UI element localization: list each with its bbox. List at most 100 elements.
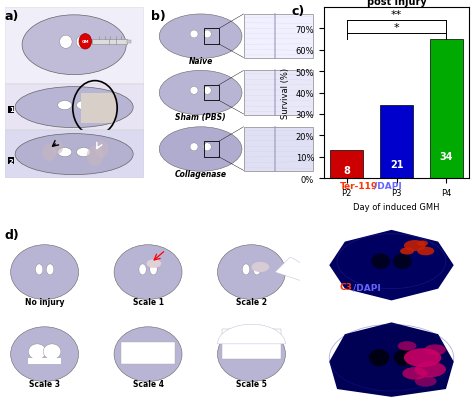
Bar <box>204 30 219 45</box>
Text: f): f) <box>321 323 333 336</box>
Text: Scale 5: Scale 5 <box>236 379 267 388</box>
Ellipse shape <box>76 101 91 110</box>
Ellipse shape <box>371 254 390 269</box>
Text: 2: 2 <box>9 158 14 164</box>
Text: Sham (PBS): Sham (PBS) <box>175 113 226 122</box>
Text: Collagenase: Collagenase <box>174 169 227 178</box>
Bar <box>5 131 144 179</box>
Text: GM: GM <box>82 40 89 44</box>
Text: C3: C3 <box>340 283 353 292</box>
Ellipse shape <box>114 245 182 300</box>
Ellipse shape <box>369 349 389 367</box>
Bar <box>121 342 174 364</box>
Ellipse shape <box>253 346 261 357</box>
Ellipse shape <box>159 71 242 115</box>
Title: GMH Survival at 24 hours
post injury: GMH Survival at 24 hours post injury <box>327 0 467 7</box>
Ellipse shape <box>253 264 261 275</box>
Ellipse shape <box>203 87 211 95</box>
Ellipse shape <box>190 31 198 39</box>
Circle shape <box>95 141 109 158</box>
Ellipse shape <box>58 101 72 110</box>
Circle shape <box>404 348 441 367</box>
Ellipse shape <box>15 87 133 128</box>
Bar <box>81 94 116 124</box>
Bar <box>244 15 313 59</box>
Polygon shape <box>329 323 454 397</box>
Ellipse shape <box>203 143 211 151</box>
Ellipse shape <box>394 349 414 367</box>
Ellipse shape <box>190 87 198 95</box>
Text: 34: 34 <box>440 152 453 162</box>
Ellipse shape <box>114 327 182 382</box>
Text: 8: 8 <box>343 165 350 175</box>
Text: e): e) <box>321 230 336 243</box>
Bar <box>222 329 281 359</box>
Ellipse shape <box>139 346 146 357</box>
Ellipse shape <box>150 346 157 357</box>
Text: /DAPI: /DAPI <box>374 181 402 190</box>
Ellipse shape <box>43 344 61 359</box>
Bar <box>244 128 313 172</box>
Text: Scale 1: Scale 1 <box>133 297 164 306</box>
Circle shape <box>417 241 428 246</box>
Bar <box>204 86 219 101</box>
Text: c): c) <box>292 5 305 18</box>
Text: b): b) <box>151 10 166 23</box>
Ellipse shape <box>28 344 46 359</box>
Circle shape <box>42 145 56 162</box>
Text: Naive: Naive <box>189 57 213 66</box>
Ellipse shape <box>22 16 126 75</box>
Bar <box>28 358 61 364</box>
Ellipse shape <box>218 245 285 300</box>
Circle shape <box>252 262 269 273</box>
Ellipse shape <box>10 245 79 300</box>
Ellipse shape <box>190 143 198 151</box>
Ellipse shape <box>60 36 72 49</box>
Circle shape <box>398 341 416 351</box>
Text: 1: 1 <box>9 107 14 113</box>
Ellipse shape <box>46 264 54 275</box>
Bar <box>127 40 131 44</box>
Bar <box>330 151 363 179</box>
Text: Ter-119: Ter-119 <box>340 181 378 190</box>
Text: No injury: No injury <box>25 297 64 306</box>
Circle shape <box>79 34 91 50</box>
Circle shape <box>417 247 434 256</box>
Text: a): a) <box>5 10 19 23</box>
Text: /DAPI: /DAPI <box>353 283 381 292</box>
Circle shape <box>424 345 446 356</box>
X-axis label: Day of induced GMH: Day of induced GMH <box>353 203 440 212</box>
Text: **: ** <box>391 10 402 20</box>
Bar <box>92 40 127 45</box>
Ellipse shape <box>139 264 146 275</box>
Ellipse shape <box>242 346 250 357</box>
Ellipse shape <box>58 148 72 157</box>
Ellipse shape <box>393 254 412 269</box>
Bar <box>5 8 144 85</box>
Wedge shape <box>218 324 285 344</box>
Ellipse shape <box>76 148 91 157</box>
Circle shape <box>415 362 446 377</box>
Ellipse shape <box>150 264 157 275</box>
Ellipse shape <box>218 327 285 382</box>
Text: Scale 2: Scale 2 <box>236 297 267 306</box>
Circle shape <box>400 248 414 255</box>
Text: Scale 4: Scale 4 <box>133 379 164 388</box>
Circle shape <box>404 241 426 252</box>
Bar <box>204 142 219 157</box>
Circle shape <box>146 260 161 268</box>
Ellipse shape <box>203 31 211 39</box>
Ellipse shape <box>159 15 242 59</box>
Ellipse shape <box>159 128 242 172</box>
Circle shape <box>52 141 63 155</box>
Circle shape <box>415 376 437 387</box>
Ellipse shape <box>46 346 54 357</box>
Text: 21: 21 <box>390 160 403 170</box>
Ellipse shape <box>15 134 133 175</box>
Circle shape <box>402 367 427 380</box>
Y-axis label: Survival (%): Survival (%) <box>281 68 290 119</box>
Text: Scale 3: Scale 3 <box>29 379 60 388</box>
Ellipse shape <box>76 36 89 49</box>
Text: *: * <box>394 23 400 33</box>
Bar <box>380 106 413 179</box>
